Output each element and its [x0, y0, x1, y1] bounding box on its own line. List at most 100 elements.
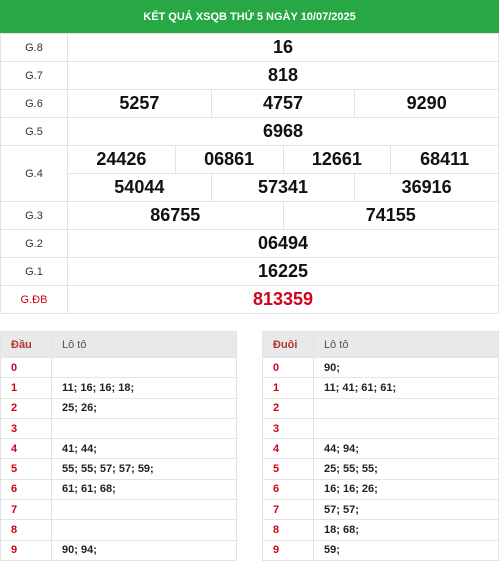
row-key: 4: [262, 438, 314, 460]
row-key: 7: [0, 499, 52, 521]
row-key: 4: [0, 438, 52, 460]
row-value: [51, 417, 237, 440]
results-header: KẾT QUẢ XSQB THỨ 5 NGÀY 10/07/2025: [0, 0, 499, 33]
prize-number: 6968: [262, 121, 304, 141]
prize-label: G.2: [0, 229, 68, 258]
prize-label: G.3: [0, 201, 68, 230]
prize-number: 4757: [210, 90, 355, 117]
prize-label: G.4: [0, 145, 68, 202]
table-row: 8: [0, 519, 237, 541]
loto-tail-table: Đuôi Lô tô 0 90; 1 11; 41; 61; 61; 2 3 4 44…: [262, 331, 499, 561]
prize-number: 818: [267, 65, 299, 85]
row-value: [51, 499, 237, 521]
row-value: 11; 16; 16; 18;: [51, 377, 237, 399]
row-value: 41; 44;: [51, 438, 237, 460]
row-key: 2: [0, 397, 52, 419]
prize-number: 57341: [210, 174, 355, 201]
row-key: 1: [262, 377, 314, 399]
prize-label: G.6: [0, 89, 68, 118]
prize-row-special: G.ĐB 813359: [0, 285, 499, 314]
prize-label: G.5: [0, 117, 68, 146]
prize-number: 36916: [354, 174, 498, 201]
row-value: 90; 94;: [51, 539, 237, 561]
row-key: 9: [262, 539, 314, 561]
prize-number: 68411: [390, 146, 498, 173]
row-value: 90;: [313, 356, 499, 379]
table-row: 2 25; 26;: [0, 397, 237, 419]
row-value: 57; 57;: [313, 499, 499, 521]
prize-number: 16: [272, 37, 294, 57]
prize-number: 06494: [257, 233, 309, 253]
prize-row-g6: G.6 5257 4757 9290: [0, 89, 499, 118]
table-row: 8 18; 68;: [262, 519, 499, 541]
row-value: 59;: [313, 539, 499, 561]
row-key: 3: [0, 417, 52, 440]
table-row: 1 11; 16; 16; 18;: [0, 377, 237, 399]
column-header: Lô tô: [51, 331, 237, 358]
row-value: 16; 16; 26;: [313, 478, 499, 501]
table-row: 4 41; 44;: [0, 438, 237, 460]
table-row: 9 90; 94;: [0, 539, 237, 561]
table-row: 7 57; 57;: [262, 499, 499, 521]
prize-number: 24426: [96, 149, 147, 169]
row-key: 2: [262, 397, 314, 419]
table-row: 2: [262, 397, 499, 419]
prize-row-g2: G.2 06494: [0, 229, 499, 258]
prize-number: 74155: [282, 202, 499, 229]
table-row: 6 61; 61; 68;: [0, 478, 237, 501]
prize-row-g5: G.5 6968: [0, 117, 499, 146]
row-key: 5: [0, 458, 52, 480]
table-row: 7: [0, 499, 237, 521]
row-key: 1: [0, 377, 52, 399]
special-prize-number: 813359: [252, 289, 314, 309]
row-value: 25; 55; 55;: [313, 458, 499, 480]
row-value: 18; 68;: [313, 519, 499, 541]
prize-label: G.8: [0, 33, 68, 62]
row-key: 8: [0, 519, 52, 541]
results-title: KẾT QUẢ XSQB THỨ 5 NGÀY 10/07/2025: [143, 10, 356, 23]
row-key: 0: [262, 356, 314, 379]
table-row: 5 55; 55; 57; 57; 59;: [0, 458, 237, 480]
row-value: [51, 356, 237, 379]
row-key: 8: [262, 519, 314, 541]
prize-label: G.1: [0, 257, 68, 286]
row-key: 9: [0, 539, 52, 561]
row-key: 6: [0, 478, 52, 501]
prize-label: G.7: [0, 61, 68, 90]
table-row: 0 90;: [262, 356, 499, 379]
prize-number: 06861: [174, 146, 283, 173]
table-row: 3: [0, 417, 237, 440]
row-value: 61; 61; 68;: [51, 478, 237, 501]
prize-number: 16225: [257, 261, 309, 281]
row-value: 11; 41; 61; 61;: [313, 377, 499, 399]
prize-label: G.ĐB: [0, 285, 68, 314]
table-row: 1 11; 41; 61; 61;: [262, 377, 499, 399]
prize-row-g3: G.3 86755 74155: [0, 201, 499, 230]
row-key: 0: [0, 356, 52, 379]
column-header: Lô tô: [313, 331, 499, 358]
row-value: [313, 397, 499, 419]
table-row: 6 16; 16; 26;: [262, 478, 499, 501]
row-key: 3: [262, 417, 314, 440]
prize-number: 9290: [354, 90, 498, 117]
table-row: 5 25; 55; 55;: [262, 458, 499, 480]
prize-row-g7: G.7 818: [0, 61, 499, 90]
column-header: Đuôi: [262, 331, 314, 358]
prize-row-g8: G.8 16: [0, 33, 499, 62]
prize-number: 5257: [119, 93, 160, 113]
row-value: [51, 519, 237, 541]
results-table: G.8 16 G.7 818 G.6 5257 4757 9290 G.5 69…: [0, 33, 499, 314]
prize-row-g4: G.4 24426 06861 12661 68411 54044 57341 …: [0, 145, 499, 202]
row-key: 6: [262, 478, 314, 501]
column-header: Đầu: [0, 331, 52, 358]
row-value: 55; 55; 57; 57; 59;: [51, 458, 237, 480]
prize-row-g1: G.1 16225: [0, 257, 499, 286]
prize-number: 12661: [282, 146, 391, 173]
prize-number: 54044: [114, 177, 165, 197]
row-value: 44; 94;: [313, 438, 499, 460]
row-value: [313, 417, 499, 440]
loto-head-table: Đầu Lô tô 0 1 11; 16; 16; 18; 2 25; 26; 3 …: [0, 331, 237, 561]
table-row: 4 44; 94;: [262, 438, 499, 460]
table-row: 3: [262, 417, 499, 440]
prize-number: 86755: [150, 205, 201, 225]
